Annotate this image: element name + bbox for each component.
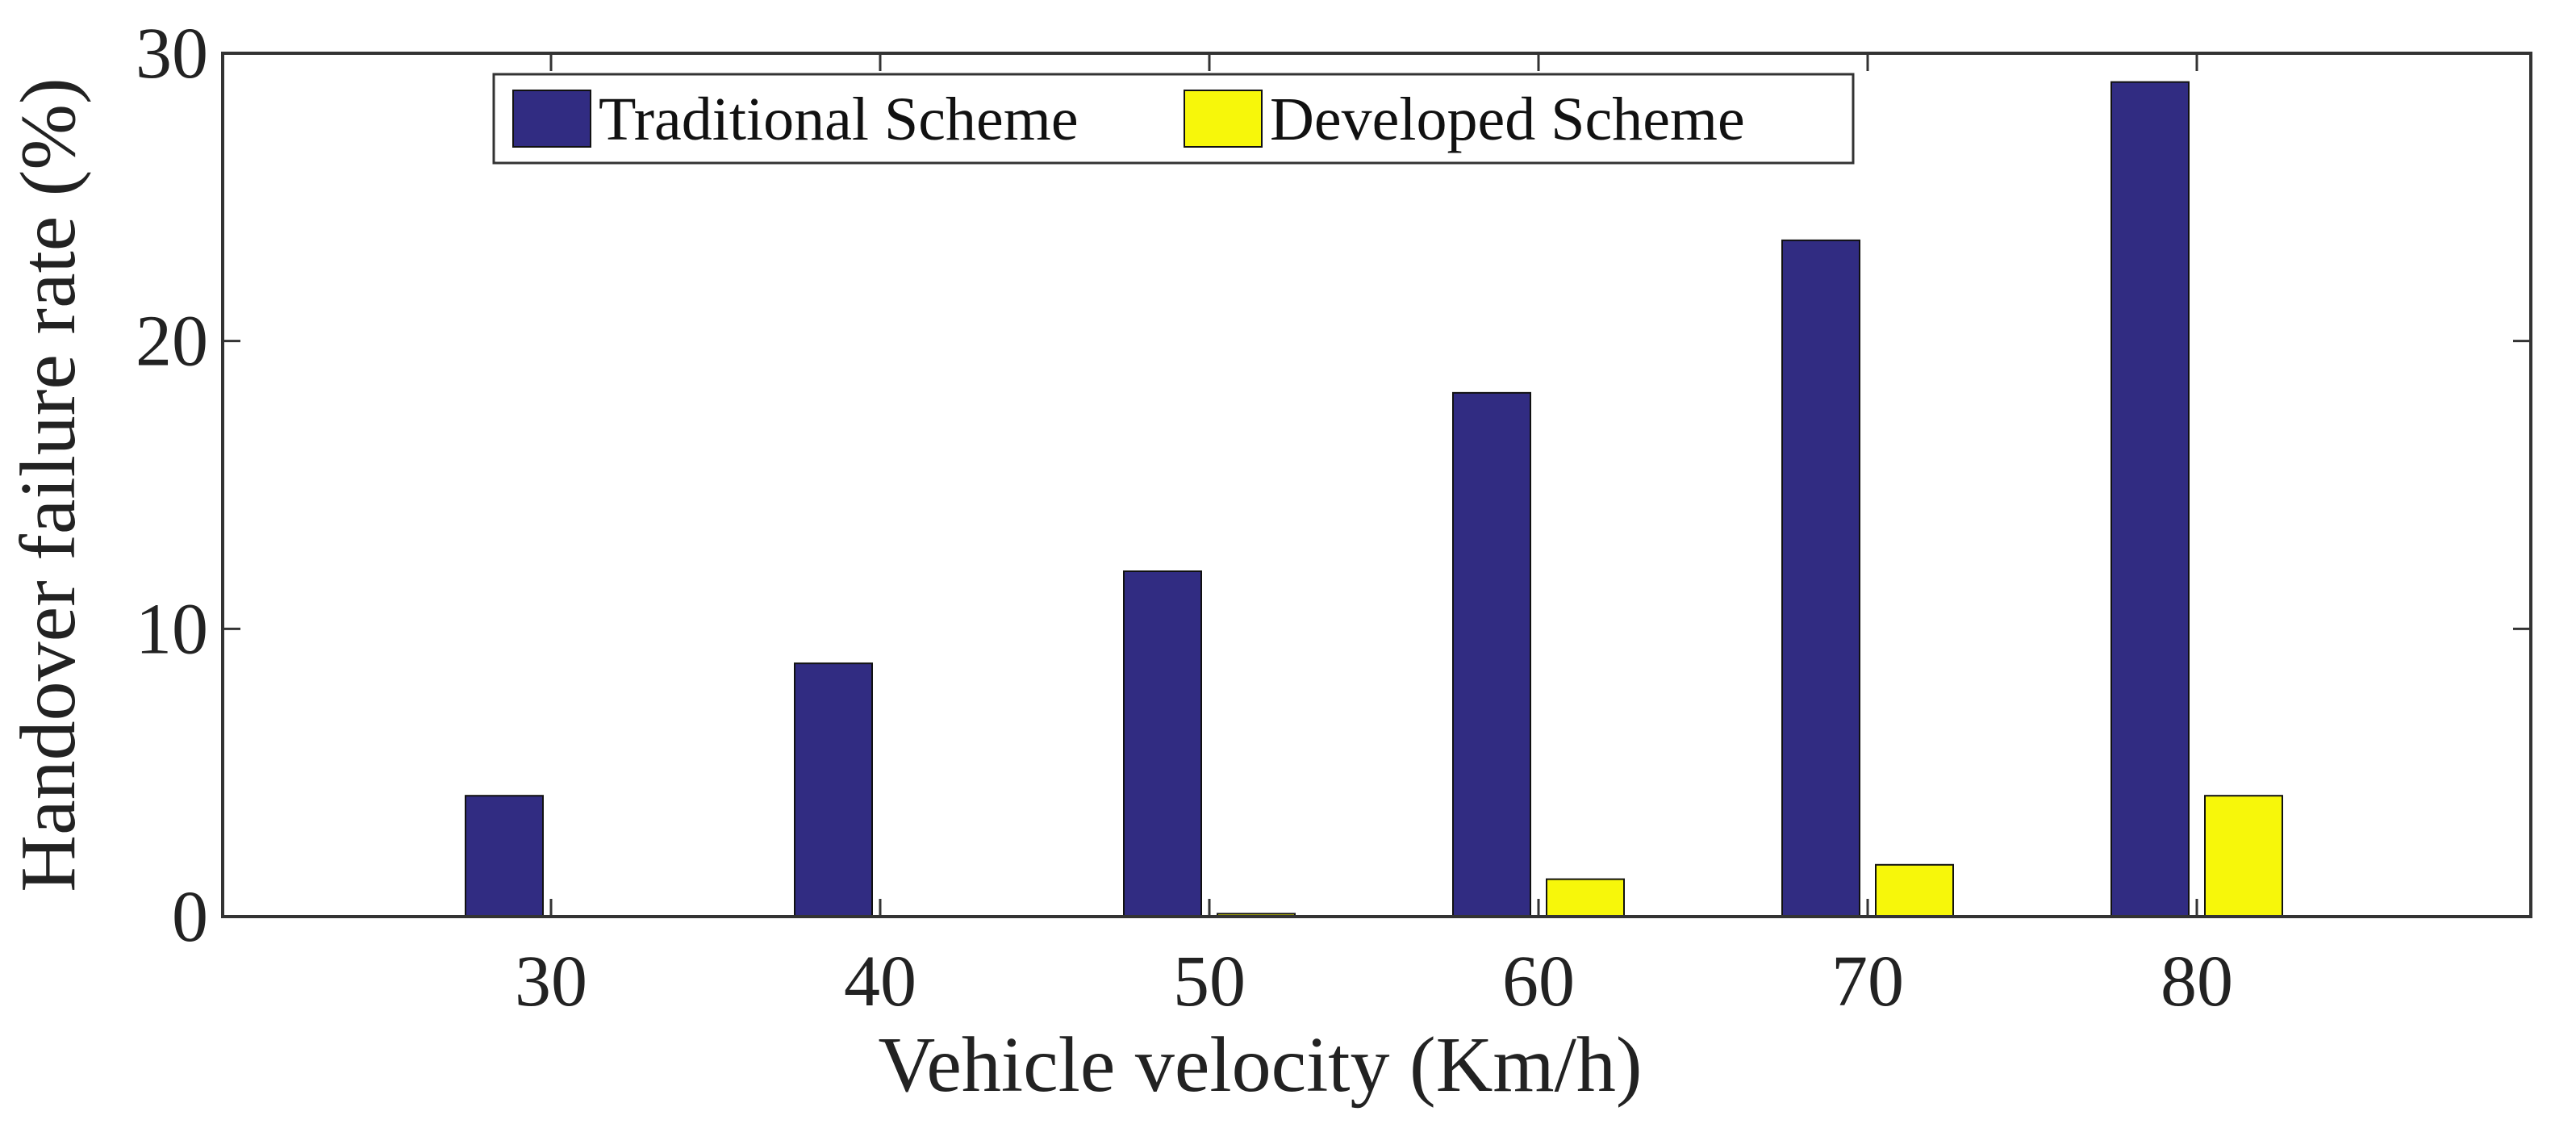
bar-traditional-scheme-50 (1123, 570, 1202, 917)
y-tick-label-0: 0 (172, 877, 208, 957)
legend: Traditional Scheme Developed Scheme (492, 73, 1855, 165)
x-tick-label-50: 50 (1173, 942, 1246, 1021)
legend-label-developed-scheme: Developed Scheme (1270, 86, 1745, 153)
legend-swatch-traditional-scheme (512, 90, 591, 148)
y-tick-label-10: 10 (136, 589, 208, 669)
bar-traditional-scheme-80 (2110, 81, 2190, 918)
y-tick-label-30: 30 (136, 14, 208, 94)
x-axis-title: Vehicle velocity (Km/h) (878, 1021, 1642, 1109)
legend-box (492, 73, 1855, 165)
bar-developed-scheme-60 (1546, 878, 1625, 917)
x-tick-label-80: 80 (2161, 942, 2233, 1021)
x-tick-label-60: 60 (1502, 942, 1575, 1021)
plot-frame (221, 52, 2532, 918)
x-tick-label-30: 30 (515, 942, 587, 1021)
bar-developed-scheme-70 (1875, 863, 1954, 918)
bar-developed-scheme-80 (2204, 795, 2283, 918)
x-tick-label-70: 70 (1831, 942, 1904, 1021)
y-axis-title: Handover failure rate (%) (5, 77, 92, 892)
bars-group (465, 81, 2283, 918)
bar-traditional-scheme-60 (1452, 391, 1531, 918)
bar-traditional-scheme-30 (465, 795, 544, 918)
legend-label-traditional-scheme: Traditional Scheme (599, 86, 1079, 153)
x-tick-label-40: 40 (844, 942, 916, 1021)
y-tick-label-20: 20 (136, 302, 208, 382)
bar-traditional-scheme-40 (794, 662, 873, 918)
legend-swatch-developed-scheme (1184, 90, 1263, 148)
axis-ticks: 0 10 20 30 30 40 50 60 70 80 (136, 14, 2531, 1021)
bar-traditional-scheme-70 (1781, 239, 1860, 918)
